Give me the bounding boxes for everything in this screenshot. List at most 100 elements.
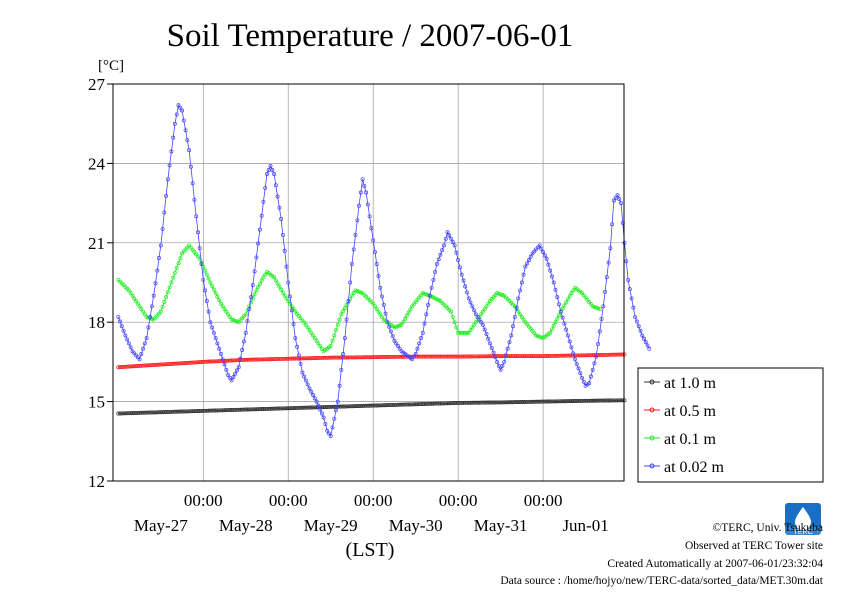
data-point — [634, 319, 639, 324]
data-point — [192, 360, 197, 365]
data-point — [390, 334, 395, 339]
data-point — [415, 346, 420, 351]
data-point — [263, 357, 268, 362]
data-point — [387, 403, 392, 408]
data-point — [349, 293, 354, 298]
data-point — [204, 272, 209, 277]
y-tick-label: 12 — [88, 472, 105, 491]
data-point — [374, 307, 379, 311]
data-point — [505, 400, 510, 405]
data-point — [174, 361, 179, 366]
data-point — [303, 356, 308, 361]
data-point — [505, 346, 510, 351]
data-point — [268, 406, 273, 411]
data-point — [144, 410, 149, 415]
data-point — [339, 367, 344, 372]
data-point — [539, 335, 544, 340]
data-point — [330, 338, 335, 343]
data-point — [245, 407, 250, 412]
data-point — [367, 355, 372, 360]
data-point — [454, 325, 459, 330]
data-point — [165, 177, 170, 182]
legend-label: at 0.02 m — [664, 459, 725, 476]
data-point — [180, 108, 184, 113]
data-point — [249, 295, 254, 300]
data-point — [599, 398, 604, 403]
data-point — [457, 265, 462, 270]
data-point — [309, 330, 314, 335]
data-point — [139, 352, 144, 356]
data-point — [459, 272, 464, 277]
data-point — [604, 398, 609, 403]
data-point — [217, 346, 222, 351]
data-point — [627, 287, 632, 292]
data-point — [486, 400, 491, 405]
data-point — [259, 278, 264, 283]
data-point — [473, 312, 478, 317]
data-point — [169, 280, 174, 285]
data-point — [160, 226, 165, 231]
data-point — [456, 258, 461, 262]
data-point — [376, 309, 381, 314]
data-point — [456, 354, 461, 359]
data-point — [167, 163, 172, 168]
y-tick-label: 24 — [88, 154, 106, 173]
data-point — [273, 183, 278, 188]
data-point — [141, 346, 146, 351]
data-point — [194, 214, 199, 219]
data-point — [450, 314, 455, 319]
data-point — [587, 381, 592, 386]
data-point — [573, 357, 577, 362]
data-point — [351, 291, 356, 296]
data-point — [353, 288, 358, 293]
data-point — [381, 403, 386, 408]
data-point — [314, 338, 319, 343]
data-point — [323, 422, 328, 427]
data-point — [417, 402, 422, 407]
data-point — [417, 354, 422, 359]
data-point — [357, 203, 361, 208]
data-point — [475, 400, 480, 405]
data-point — [475, 314, 480, 319]
data-point — [273, 357, 278, 361]
data-point — [273, 278, 278, 283]
data-point — [610, 398, 615, 403]
data-point — [342, 306, 347, 311]
data-point — [445, 354, 450, 359]
data-point — [203, 268, 207, 273]
data-point — [592, 305, 597, 309]
data-point — [167, 362, 172, 366]
data-point — [480, 400, 485, 405]
data-point — [298, 361, 303, 366]
data-point — [349, 262, 354, 266]
data-point — [335, 399, 340, 404]
data-point — [558, 399, 563, 404]
data-point — [227, 375, 232, 380]
data-point — [546, 262, 551, 267]
data-point — [468, 300, 473, 305]
data-point — [328, 355, 333, 360]
data-point — [286, 406, 291, 411]
data-point — [640, 333, 645, 338]
data-point — [268, 357, 273, 362]
data-point — [565, 333, 570, 338]
data-point — [280, 406, 285, 411]
data-point — [349, 404, 354, 409]
data-point — [551, 323, 556, 328]
data-point — [316, 403, 321, 408]
data-point — [523, 399, 528, 404]
data-point — [537, 243, 542, 248]
data-point — [185, 409, 190, 414]
data-point — [342, 336, 347, 341]
data-point — [539, 399, 544, 404]
data-point — [121, 328, 126, 333]
data-point — [369, 403, 374, 408]
data-point — [151, 363, 156, 367]
data-point — [321, 415, 326, 420]
data-point — [376, 273, 381, 278]
data-point — [465, 330, 469, 335]
data-point — [174, 265, 179, 270]
data-point — [424, 312, 429, 317]
data-point — [397, 323, 402, 328]
data-point — [519, 280, 524, 285]
